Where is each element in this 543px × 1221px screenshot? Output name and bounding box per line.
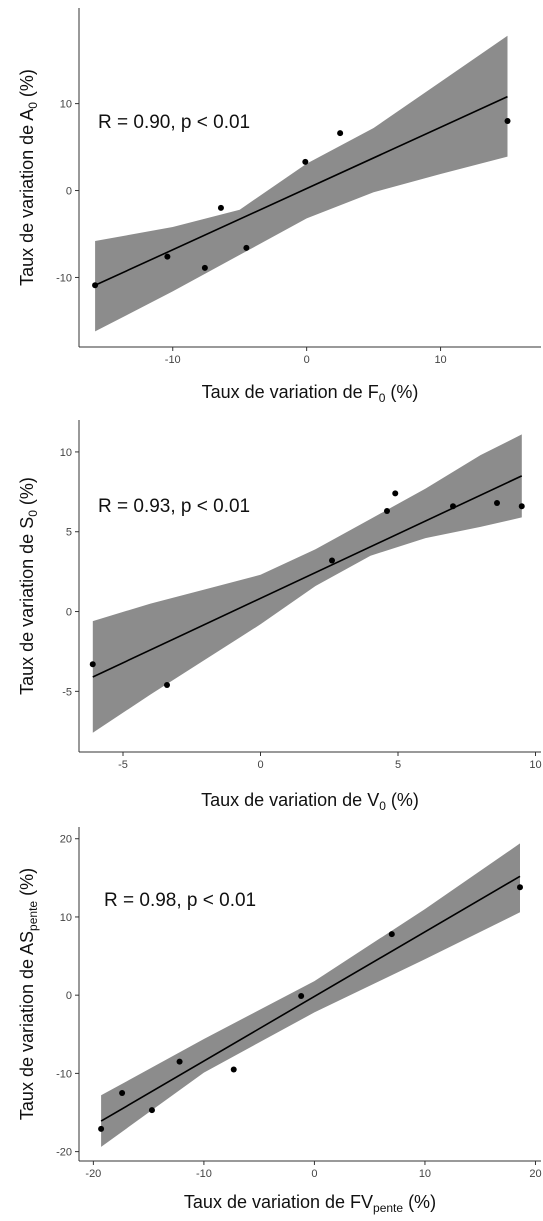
y-tick-label: 20: [60, 834, 72, 846]
y-axis-title: Taux de variation de A0 (%): [17, 69, 40, 286]
data-point: [92, 282, 99, 289]
y-tick-label: 10: [60, 912, 72, 924]
data-point: [302, 158, 309, 165]
x-axis-title: Taux de variation de V0 (%): [201, 790, 419, 813]
x-tick-label: 0: [304, 354, 310, 366]
data-point: [119, 1089, 126, 1096]
x-tick-label: 0: [311, 1168, 317, 1180]
data-point: [504, 118, 511, 124]
regression-line: [92, 475, 523, 678]
chart-panel-3: -20 -10 0 10 20 -20 -10 0 10 20 R = 0.98, p < 0.01…: [17, 827, 542, 1215]
data-point: [337, 130, 344, 137]
x-tick-label: -10: [196, 1168, 212, 1180]
y-tick-label: -10: [56, 272, 72, 284]
data-point: [392, 490, 399, 497]
data-point: [518, 503, 525, 510]
data-point: [517, 884, 523, 891]
x-tick-label: -20: [85, 1168, 101, 1180]
x-tick-label: 10: [419, 1168, 431, 1180]
regression-line: [94, 95, 508, 287]
x-tick-label: -5: [118, 759, 128, 771]
data-point: [98, 1125, 105, 1132]
data-point: [148, 1107, 155, 1114]
y-tick-label: -10: [56, 1068, 72, 1080]
y-tick-label: 5: [66, 527, 72, 539]
x-tick-label: -10: [165, 354, 181, 366]
y-axis-title: Taux de variation de S0 (%): [17, 477, 40, 695]
data-point: [230, 1066, 237, 1073]
data-point: [243, 244, 250, 251]
y-tick-label: 0: [66, 990, 72, 1002]
confidence-band: [101, 843, 520, 1147]
data-point: [89, 661, 96, 668]
x-tick-label: 5: [395, 759, 401, 771]
y-axis-title: Taux de variation de ASpente (%): [17, 868, 40, 1120]
data-point: [450, 503, 456, 510]
chart-panel-2: -5 0 5 10 -5 0 5 10 R = 0.93, p < 0.01 Taux de va…: [17, 420, 542, 813]
confidence-band: [92, 434, 522, 733]
x-axis-title: Taux de variation de F0 (%): [202, 382, 419, 405]
y-tick-label: 10: [60, 99, 72, 111]
regression-line: [100, 875, 521, 1122]
data-point: [329, 557, 335, 564]
correlation-annotation: R = 0.90, p < 0.01: [98, 112, 250, 133]
y-tick-label: -5: [62, 686, 72, 698]
x-tick-label: 10: [529, 759, 541, 771]
correlation-annotation: R = 0.93, p < 0.01: [98, 496, 250, 517]
y-tick-label: 0: [66, 186, 72, 198]
data-point: [217, 204, 224, 211]
data-point: [384, 507, 390, 514]
data-point: [164, 681, 170, 688]
data-point: [201, 264, 208, 271]
data-point: [494, 500, 500, 506]
data-point: [298, 992, 305, 999]
correlation-annotation: R = 0.98, p < 0.01: [104, 890, 256, 911]
x-axis-title: Taux de variation de FVpente (%): [184, 1192, 436, 1215]
confidence-band: [95, 35, 508, 332]
x-tick-label: 10: [434, 354, 446, 366]
chart-panel-1: -10 0 10 -10 0 10 R = 0.90, p < 0.01 Taux de va…: [17, 8, 541, 405]
y-tick-label: 10: [60, 447, 72, 459]
y-tick-label: 0: [66, 607, 72, 619]
data-point: [388, 931, 395, 938]
x-tick-label: 20: [529, 1168, 541, 1180]
data-point: [176, 1058, 183, 1065]
x-tick-label: 0: [257, 759, 263, 771]
data-point: [164, 253, 171, 260]
y-tick-label: -20: [56, 1147, 72, 1159]
